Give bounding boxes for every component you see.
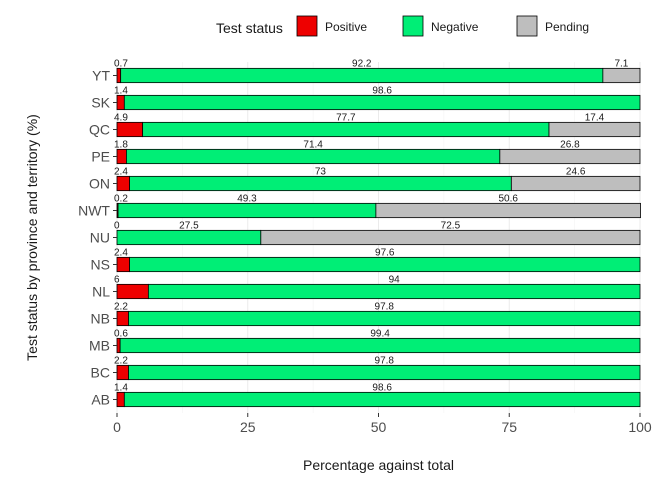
y-tick-label: NB xyxy=(91,311,110,327)
legend-swatch-positive xyxy=(296,15,318,37)
bar-negative-nb xyxy=(128,310,641,327)
bar-positive-sk xyxy=(116,94,125,111)
data-label: 27.5 xyxy=(179,220,199,231)
data-label: 2.2 xyxy=(114,355,128,366)
x-tick-label: 25 xyxy=(240,419,256,435)
bar-pending-qc xyxy=(548,121,641,138)
bar-negative-pe xyxy=(126,148,501,165)
y-tick-label: YT xyxy=(92,68,110,84)
x-axis-title: Percentage against total xyxy=(303,457,454,473)
bar-negative-bc xyxy=(128,364,641,381)
data-label: 4.9 xyxy=(114,112,128,123)
data-label: 98.6 xyxy=(372,382,392,393)
data-label: 73 xyxy=(315,166,327,177)
data-label: 97.8 xyxy=(375,301,395,312)
y-tick-label: NL xyxy=(92,284,110,300)
bar-negative-qc xyxy=(142,121,550,138)
bar-negative-ab xyxy=(123,391,641,408)
x-tick-label: 100 xyxy=(628,419,652,435)
data-label: 26.8 xyxy=(560,139,580,150)
y-tick-label: SK xyxy=(91,95,110,111)
data-label: 2.4 xyxy=(114,247,128,258)
data-label: 7.1 xyxy=(614,58,628,69)
data-label: 94 xyxy=(389,274,401,285)
legend-label-positive: Positive xyxy=(325,20,367,34)
bar-positive-on xyxy=(116,175,130,192)
data-label: 0 xyxy=(114,220,120,231)
data-label: 24.6 xyxy=(566,166,586,177)
legend-label-negative: Negative xyxy=(431,20,479,34)
bar-pending-nwt xyxy=(375,202,641,219)
bar-negative-yt xyxy=(120,67,604,84)
data-label: 17.4 xyxy=(585,112,605,123)
data-label: 2.4 xyxy=(114,166,128,177)
y-tick-label: NU xyxy=(90,230,110,246)
legend-title: Test status xyxy=(216,20,283,36)
bar-pending-pe xyxy=(499,148,641,165)
data-label: 0.2 xyxy=(114,193,128,204)
bar-positive-mb xyxy=(116,337,121,354)
legend-swatch-negative xyxy=(402,15,424,37)
data-label: 0.7 xyxy=(114,58,128,69)
bar-positive-nl xyxy=(116,283,149,300)
x-tick-label: 50 xyxy=(371,419,387,435)
x-axis: 0 25 50 75 100 xyxy=(113,413,652,435)
legend: Test status Positive Negative Pending xyxy=(216,15,589,37)
bar-pending-yt xyxy=(602,67,641,84)
y-tick-label: QC xyxy=(89,122,110,138)
bar-negative-sk xyxy=(123,94,641,111)
bar-negative-ns xyxy=(129,256,641,273)
data-label: 2.2 xyxy=(114,301,128,312)
x-tick-label: 0 xyxy=(113,419,121,435)
data-label: 72.5 xyxy=(441,220,461,231)
y-tick-label: NWT xyxy=(78,203,110,219)
y-tick-label: PE xyxy=(91,149,110,165)
data-label: 98.6 xyxy=(372,85,392,96)
bar-positive-qc xyxy=(116,121,144,138)
data-label: 1.4 xyxy=(114,382,128,393)
bar-positive-nb xyxy=(116,310,129,327)
data-label: 99.4 xyxy=(370,328,390,339)
data-label: 1.8 xyxy=(114,139,128,150)
y-tick-label: MB xyxy=(89,338,110,354)
legend-label-pending: Pending xyxy=(545,20,589,34)
bar-negative-nu xyxy=(116,229,262,246)
bar-negative-mb xyxy=(119,337,641,354)
data-label: 1.4 xyxy=(114,85,128,96)
legend-swatch-pending xyxy=(516,15,538,37)
data-label: 6 xyxy=(114,274,120,285)
bars xyxy=(116,67,641,408)
data-labels: 0.7 92.2 7.1 1.4 98.6 4.9 77.7 17.4 1.8 71.4 26.8 2… xyxy=(114,58,629,393)
data-label: 50.6 xyxy=(498,193,518,204)
bar-negative-nl xyxy=(147,283,641,300)
data-label: 49.3 xyxy=(237,193,257,204)
bar-positive-ns xyxy=(116,256,130,273)
bar-negative-on xyxy=(129,175,512,192)
data-label: 71.4 xyxy=(303,139,323,150)
y-tick-label: NS xyxy=(91,257,110,273)
bar-positive-bc xyxy=(116,364,129,381)
bar-positive-yt xyxy=(116,67,122,84)
y-tick-label: AB xyxy=(91,392,110,408)
data-label: 97.8 xyxy=(375,355,395,366)
bar-negative-nwt xyxy=(117,202,377,219)
bar-pending-nu xyxy=(260,229,641,246)
data-label: 92.2 xyxy=(352,58,372,69)
data-label: 77.7 xyxy=(336,112,356,123)
y-axis: YT SK QC PE ON NWT NU NS NL NB MB BC AB xyxy=(78,68,117,408)
x-tick-label: 75 xyxy=(501,419,517,435)
y-tick-label: ON xyxy=(89,176,110,192)
y-tick-label: BC xyxy=(91,365,110,381)
data-label: 97.6 xyxy=(375,247,395,258)
data-label: 0.6 xyxy=(114,328,128,339)
bar-positive-ab xyxy=(116,391,125,408)
bar-positive-pe xyxy=(116,148,127,165)
y-axis-title: Test status by province and territory (%… xyxy=(24,114,40,361)
bar-pending-on xyxy=(510,175,641,192)
